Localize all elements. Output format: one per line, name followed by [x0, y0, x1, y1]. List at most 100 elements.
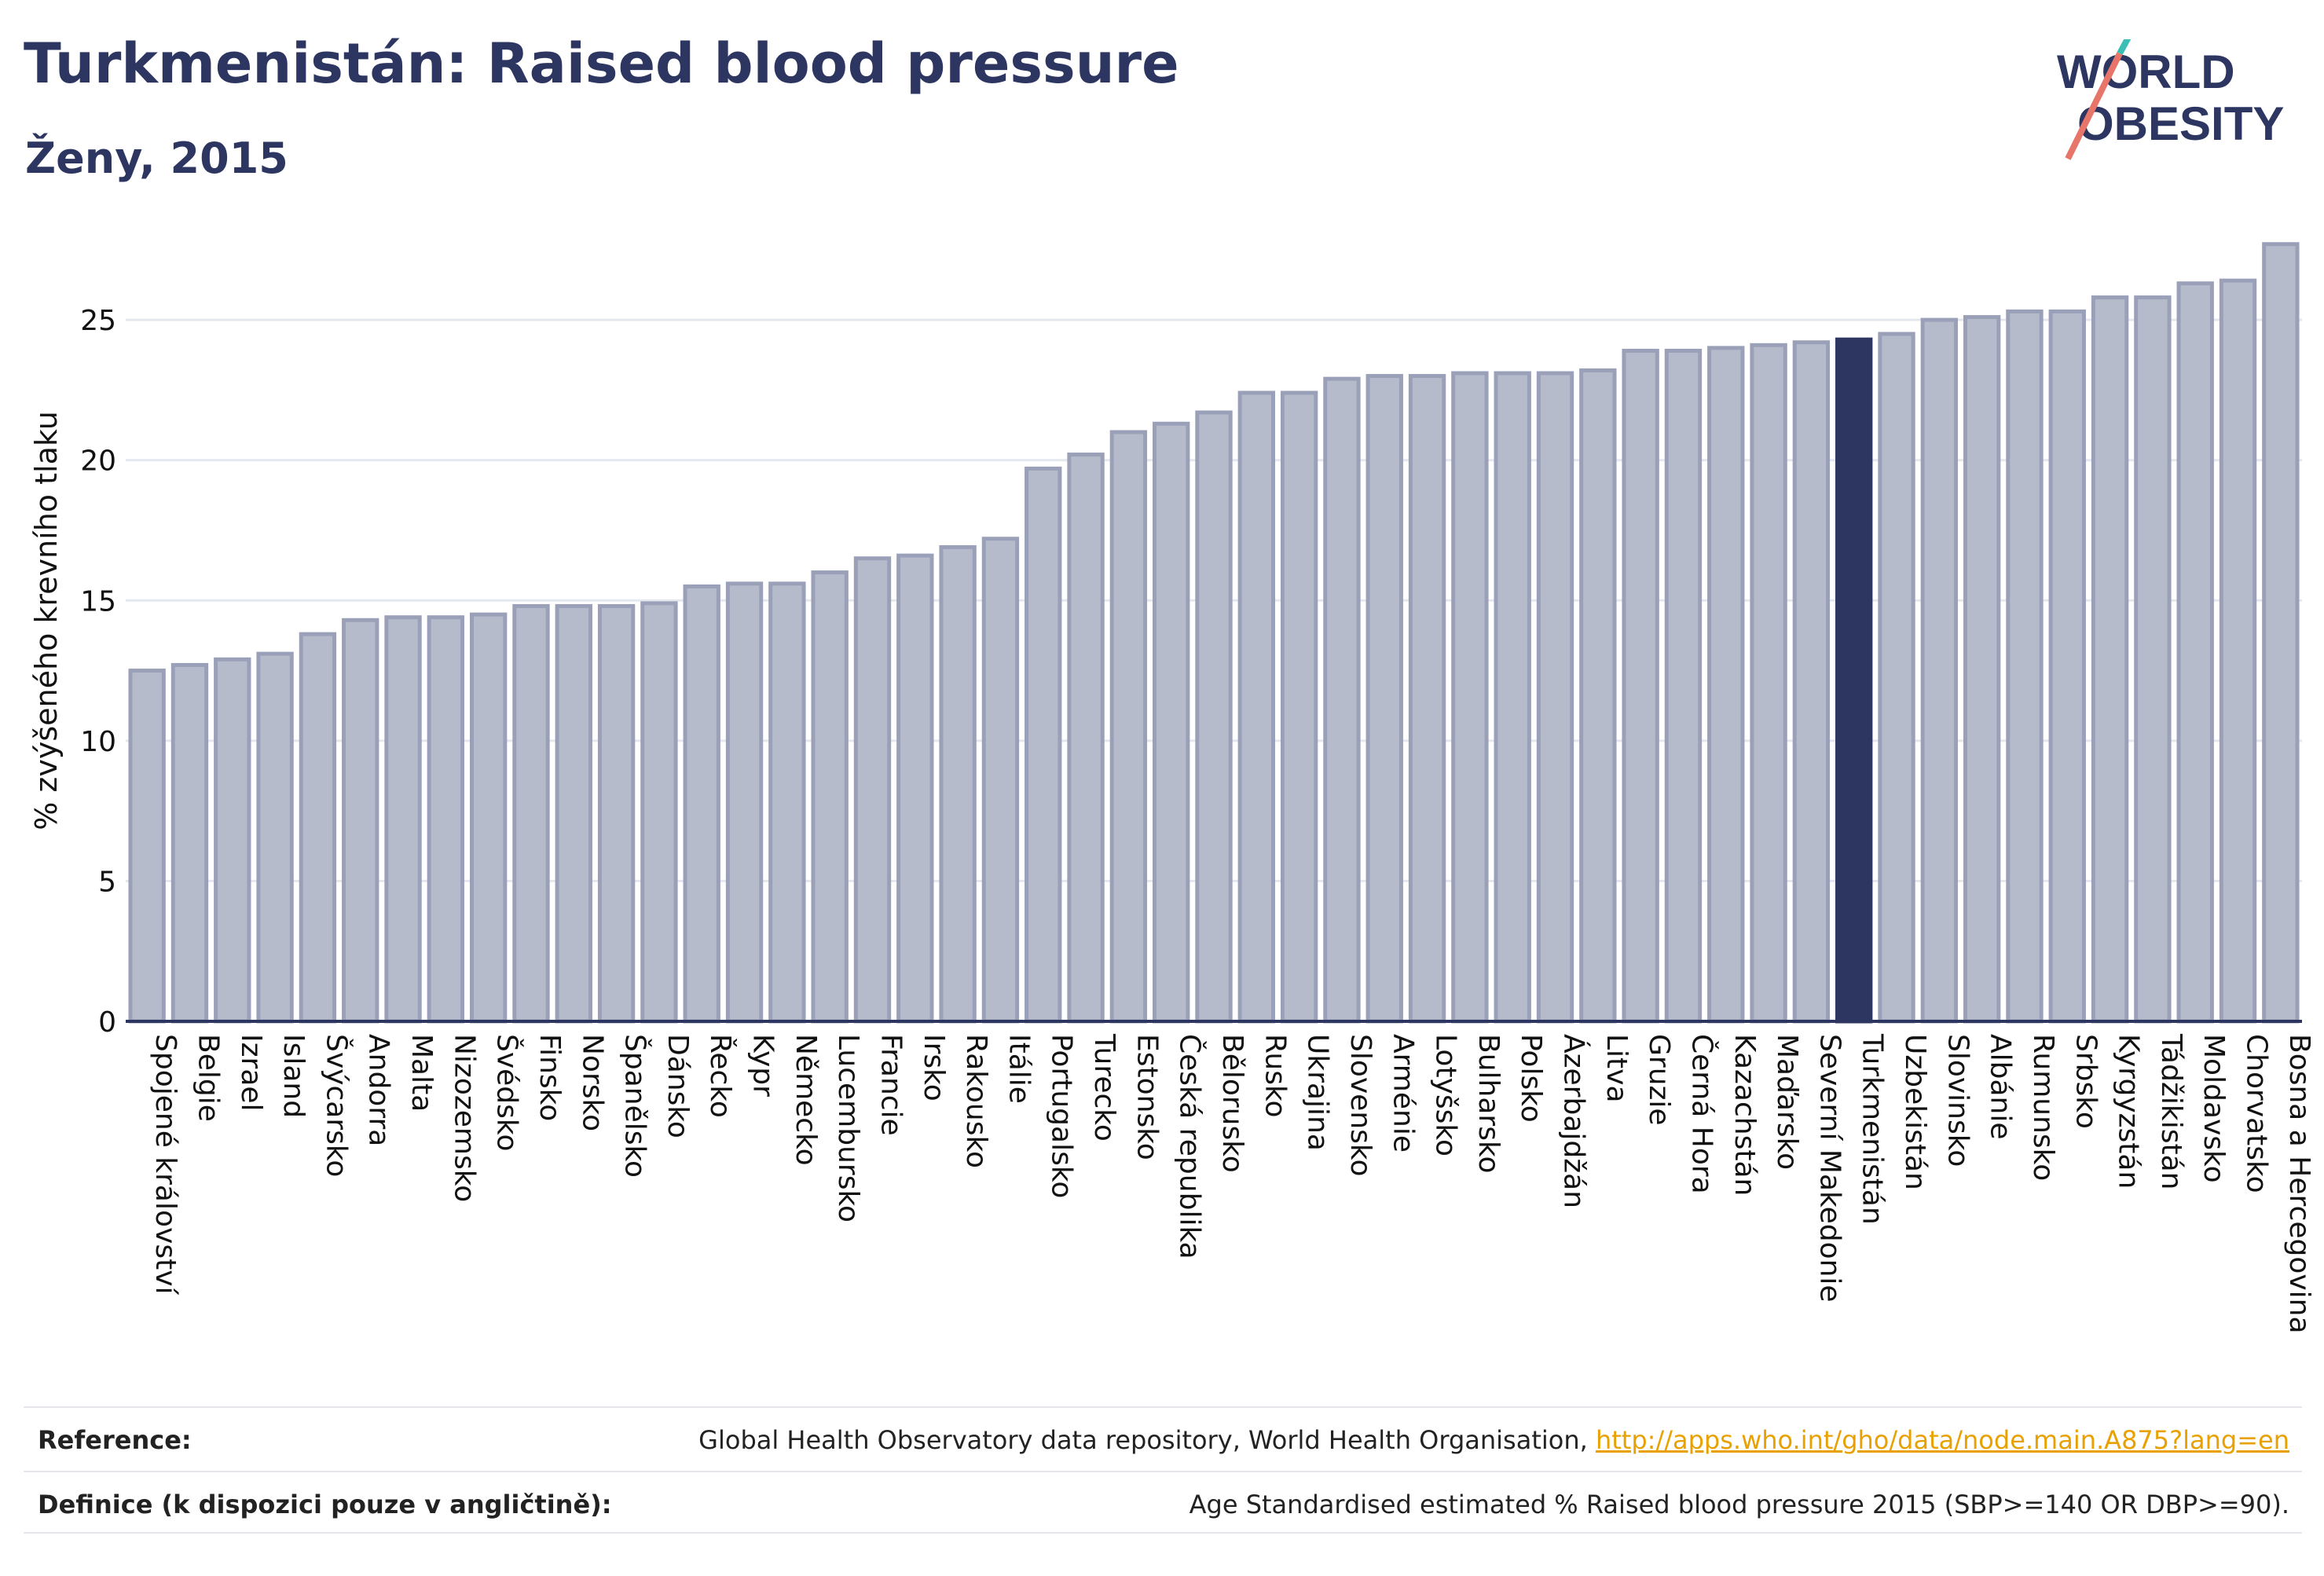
bar — [1280, 390, 1318, 1024]
y-tick-label: 10 — [80, 726, 116, 758]
bar — [1920, 317, 1959, 1024]
bar — [469, 612, 508, 1024]
x-tick-label: Irsko — [918, 1034, 950, 1101]
bar — [1323, 376, 1361, 1024]
x-tick-label: Bulharsko — [1472, 1034, 1505, 1174]
bar — [1237, 390, 1275, 1024]
bar — [896, 553, 934, 1024]
x-tick-label: Slovinsko — [1941, 1034, 1974, 1167]
y-tick-label: 25 — [80, 305, 116, 337]
reference-link[interactable]: http://apps.who.int/gho/data/node.main.A… — [1595, 1425, 2289, 1455]
definition-label: Definice (k dispozici pouze v angličtině… — [38, 1490, 612, 1519]
x-tick-label: Portugalsko — [1046, 1034, 1078, 1198]
x-tick-label: Malta — [405, 1034, 438, 1112]
logo-text-obesity: OBESITY — [2077, 97, 2284, 150]
chart-subtitle: Ženy, 2015 — [25, 134, 288, 183]
x-tick-label: Albánie — [1985, 1034, 2017, 1140]
bar — [2262, 242, 2300, 1024]
x-tick-label: Severní Makedonie — [1813, 1034, 1846, 1303]
x-tick-label: Gruzie — [1643, 1034, 1675, 1126]
x-tick-label: Černá Hora — [1685, 1034, 1718, 1194]
x-tick-label: Maďarsko — [1771, 1034, 1803, 1170]
bar-chart: 0 5 10 15 20 25 Spojené království Belgie Izrae… — [29, 242, 2315, 1334]
x-tick-label: Tádžikistán — [2155, 1033, 2187, 1189]
x-tick-label: Estonsko — [1131, 1034, 1163, 1160]
x-tick-label: Bělorusko — [1216, 1034, 1248, 1173]
bar — [981, 537, 1020, 1024]
y-tick-label: 0 — [98, 1006, 116, 1039]
x-tick-label: Turecko — [1088, 1033, 1120, 1142]
x-tick-label: Ázerbajdžán — [1558, 1034, 1591, 1208]
bar — [1622, 348, 1659, 1024]
x-tick-label: Chorvatsko — [2241, 1034, 2273, 1193]
bar — [555, 603, 592, 1024]
bar — [1792, 340, 1831, 1024]
x-tick-label: Island — [277, 1034, 310, 1118]
x-tick-label: Švýcarsko — [320, 1034, 353, 1177]
bar — [2176, 281, 2214, 1024]
bar — [2048, 309, 2086, 1024]
bar — [2091, 295, 2129, 1024]
x-tick-label: Itálie — [1003, 1034, 1035, 1104]
footer-divider — [24, 1532, 2302, 1534]
bar — [1365, 374, 1403, 1024]
bar — [1195, 410, 1233, 1024]
chart-title: Turkmenistán: Raised blood pressure — [24, 31, 1179, 96]
axes: 0 5 10 15 20 25 — [80, 305, 2302, 1039]
x-tick-label: Moldavsko — [2198, 1034, 2230, 1183]
x-tick-label: Spojené království — [149, 1034, 181, 1296]
definition-row: Definice (k dispozici pouze v angličtině… — [24, 1471, 2302, 1537]
bar — [427, 615, 465, 1024]
reference-label: Reference: — [38, 1425, 192, 1455]
x-tick-label: Lucembursko — [832, 1034, 864, 1222]
bar — [1707, 346, 1745, 1024]
x-tick-label: Belgie — [192, 1034, 224, 1122]
bar — [1664, 348, 1703, 1024]
x-tick-label: Norsko — [576, 1034, 608, 1131]
x-tick-label: Kyrgyzstán — [2113, 1034, 2145, 1189]
bar — [299, 632, 337, 1024]
bar — [725, 581, 764, 1024]
x-tick-label: Litva — [1600, 1034, 1633, 1103]
bar — [597, 603, 636, 1024]
definition-text: Age Standardised estimated % Raised bloo… — [1189, 1490, 2289, 1519]
logo-text-world: WORLD — [2057, 46, 2235, 98]
reference-row: Reference: Global Health Observatory dat… — [24, 1406, 2302, 1472]
x-tick-label: Švédsko — [491, 1034, 524, 1152]
bar — [1579, 368, 1617, 1024]
x-tick-label: Německo — [790, 1034, 822, 1166]
x-tick-label: Ukrajina — [1302, 1034, 1334, 1151]
bar — [1109, 430, 1148, 1024]
bar — [1963, 315, 2001, 1024]
bar — [214, 657, 251, 1024]
x-tick-labels: Spojené království Belgie Izrael Island Švýc… — [149, 1033, 2315, 1334]
x-tick-label: Srbsko — [2069, 1034, 2102, 1129]
bar — [512, 603, 550, 1024]
x-tick-label: Francie — [874, 1034, 907, 1136]
bar — [2134, 295, 2172, 1024]
bar — [1835, 337, 1873, 1024]
bar — [1494, 371, 1531, 1024]
bar — [2219, 278, 2257, 1024]
x-tick-label: Lotyšsko — [1430, 1034, 1462, 1156]
x-tick-label: Slovensko — [1344, 1034, 1376, 1177]
bar — [683, 584, 720, 1024]
y-tick-label: 15 — [80, 585, 116, 618]
bar — [1408, 374, 1446, 1024]
y-tick-label: 5 — [98, 866, 116, 898]
reference-value: Global Health Observatory data repositor… — [698, 1425, 2302, 1455]
bar — [342, 618, 379, 1024]
x-tick-label: Řecko — [704, 1034, 737, 1118]
x-tick-label: Rumunsko — [2027, 1034, 2059, 1181]
bar — [1536, 371, 1574, 1024]
x-tick-label: Arménie — [1387, 1034, 1419, 1153]
bars — [128, 242, 2300, 1024]
x-tick-label: Rusko — [1259, 1034, 1291, 1118]
bar — [1878, 332, 1915, 1024]
x-tick-label: Izrael — [235, 1034, 267, 1112]
x-tick-label: Rakousko — [960, 1034, 992, 1168]
bar — [640, 601, 678, 1024]
bar — [384, 615, 422, 1024]
bar — [768, 581, 806, 1024]
x-tick-label: Turkmenistán — [1857, 1033, 1889, 1225]
